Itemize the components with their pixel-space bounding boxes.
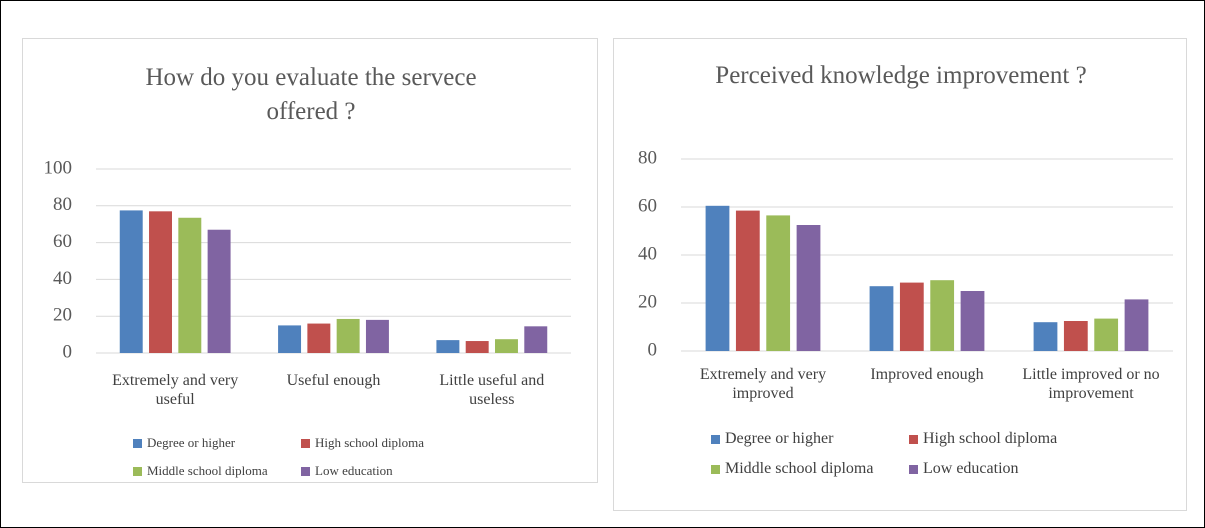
y-tick-label: 100 xyxy=(44,157,73,178)
x-tick-label: Little improved or no improvement xyxy=(1022,366,1160,402)
bar xyxy=(178,217,202,353)
bar xyxy=(465,341,489,353)
bar xyxy=(1094,318,1119,351)
x-tick-label: Extremely and very improved xyxy=(699,366,827,402)
legend-swatch xyxy=(711,464,720,474)
legend-swatch xyxy=(133,466,142,476)
bar xyxy=(365,319,389,353)
chart-title: How do you evaluate the servece offered … xyxy=(145,64,477,125)
y-tick-label: 0 xyxy=(648,339,658,360)
y-tick-label: 60 xyxy=(638,195,657,216)
bar xyxy=(735,210,760,351)
y-tick-label: 80 xyxy=(638,147,657,168)
legend-item: Middle school diploma xyxy=(711,460,901,478)
legend-item: High school diploma xyxy=(301,435,424,451)
plot: 0 20 40 60 80 100 xyxy=(44,157,571,362)
legend-item: Degree or higher xyxy=(133,435,293,451)
legend-label: Low education xyxy=(923,460,1019,477)
bar xyxy=(1124,299,1149,351)
legend-label: Degree or higher xyxy=(725,430,834,447)
legend-label: Degree or higher xyxy=(147,435,236,450)
bar xyxy=(336,318,360,353)
bar xyxy=(149,211,172,353)
x-tick-label: Useful enough xyxy=(286,372,381,389)
plot: 0 20 40 60 80 xyxy=(638,147,1173,360)
chart-panel: 0 20 40 60 80 Perceived knowledge improvement… xyxy=(613,38,1187,511)
bar xyxy=(207,229,231,353)
bar xyxy=(495,339,518,353)
legend-label: Middle school diploma xyxy=(725,460,874,477)
bar xyxy=(930,280,955,351)
y-tick-label: 40 xyxy=(53,268,72,289)
legend-item: Low education xyxy=(909,460,1019,478)
legend-item: Degree or higher xyxy=(711,430,901,448)
bar xyxy=(869,286,894,351)
legend: Degree or higher High school diploma Middl… xyxy=(133,435,453,479)
bar xyxy=(796,225,821,351)
bar xyxy=(899,282,924,351)
legend-item: Low education xyxy=(301,463,393,479)
x-tick-label: Improved enough xyxy=(870,366,984,383)
legend: Degree or higher High school diploma Middl… xyxy=(711,430,1091,478)
legend-swatch xyxy=(711,434,720,444)
y-tick-label: 20 xyxy=(53,305,72,326)
bar xyxy=(119,210,143,353)
legend-label: Middle school diploma xyxy=(147,463,268,478)
chart-panel: 0 20 40 60 80 100 How do you evaluate the serv… xyxy=(22,38,598,483)
bar xyxy=(524,326,548,353)
y-tick-label: 80 xyxy=(53,194,72,215)
legend-swatch xyxy=(909,434,918,444)
legend-item: Middle school diploma xyxy=(133,463,293,479)
legend-label: Low education xyxy=(315,463,393,478)
legend-swatch xyxy=(301,466,310,476)
legend-label: High school diploma xyxy=(923,430,1058,447)
bar xyxy=(278,325,302,353)
y-tick-label: 0 xyxy=(63,341,73,362)
bar xyxy=(766,215,791,351)
y-tick-label: 60 xyxy=(53,231,72,252)
legend-item: High school diploma xyxy=(909,430,1057,448)
bar xyxy=(436,340,460,353)
bar xyxy=(307,323,331,353)
bar xyxy=(1033,322,1058,351)
bar xyxy=(960,291,985,351)
legend-swatch xyxy=(909,464,918,474)
bar xyxy=(705,205,730,351)
legend-label: High school diploma xyxy=(315,435,425,450)
bar xyxy=(1063,321,1088,351)
legend-swatch xyxy=(301,438,310,448)
y-tick-label: 40 xyxy=(638,243,657,264)
x-tick-label: Little useful and useless xyxy=(439,372,545,408)
x-tick-label: Extremely and very useful xyxy=(112,372,239,408)
chart-title: Perceived knowledge improvement ? xyxy=(715,62,1087,89)
legend-swatch xyxy=(133,438,142,448)
y-tick-label: 20 xyxy=(638,291,657,312)
